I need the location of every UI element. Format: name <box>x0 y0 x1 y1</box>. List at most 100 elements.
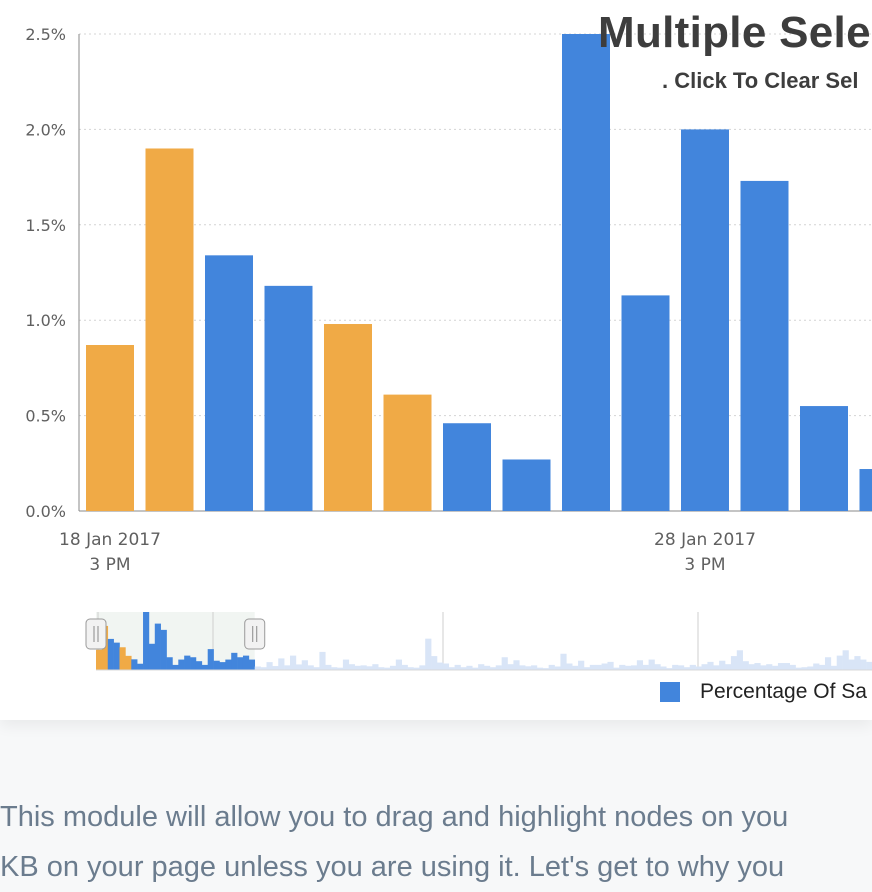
navigator-bar <box>819 665 825 670</box>
y-tick-label: 0.0% <box>25 502 66 521</box>
legend-label: Percentage Of Sa <box>700 680 867 704</box>
navigator-bar <box>754 663 760 670</box>
navigator-bar <box>208 649 214 670</box>
navigator-bar <box>131 659 137 670</box>
navigator-bar <box>672 665 678 670</box>
navigator-bar <box>831 666 837 670</box>
bar <box>741 181 789 511</box>
x-tick-label: 3 PM <box>684 555 725 575</box>
navigator-bar <box>560 654 566 670</box>
description: This module will allow you to drag and h… <box>0 792 872 892</box>
y-tick-label: 0.5% <box>25 407 66 426</box>
navigator-handle-right[interactable] <box>245 619 265 649</box>
navigator-bar <box>713 665 719 670</box>
navigator-bar <box>431 656 437 670</box>
navigator-bar <box>719 661 725 670</box>
navigator-bar <box>555 667 561 670</box>
bar <box>443 423 491 511</box>
navigator-bar <box>202 665 208 670</box>
navigator-bar <box>372 664 378 670</box>
navigator-bar <box>508 664 514 670</box>
navigator-bar <box>349 664 355 670</box>
legend-swatch <box>660 682 680 702</box>
navigator-bar <box>478 664 484 670</box>
bar <box>622 295 670 511</box>
navigator-handle-left[interactable] <box>86 619 106 649</box>
navigator-bar <box>619 665 625 670</box>
navigator-bar <box>525 666 531 670</box>
navigator-bar <box>743 661 749 670</box>
navigator-bar <box>519 665 525 670</box>
navigator-bar <box>172 665 178 670</box>
navigator-bar <box>402 665 408 670</box>
navigator-bar <box>866 662 872 670</box>
handle-body <box>86 619 106 649</box>
navigator-bar <box>707 662 713 670</box>
handle-body <box>245 619 265 649</box>
navigator-bar <box>225 660 231 670</box>
navigator-bar <box>455 665 461 670</box>
navigator-bar <box>678 665 684 670</box>
y-tick-label: 2.5% <box>25 25 66 44</box>
navigator-bar <box>572 666 578 670</box>
navigator-bar <box>760 665 766 670</box>
navigator-bar <box>343 660 349 670</box>
navigator-bar <box>390 666 396 670</box>
navigator-bar <box>437 663 443 670</box>
navigator-bar <box>308 665 314 670</box>
navigator-bar <box>155 624 161 670</box>
navigator-bar <box>731 656 737 670</box>
navigator-bar <box>361 665 367 670</box>
legend[interactable]: Percentage Of Sa <box>660 680 867 704</box>
navigator-bar <box>854 656 860 670</box>
navigator-bar <box>848 660 854 670</box>
bar <box>324 324 372 511</box>
navigator-bar <box>784 663 790 670</box>
navigator-bar <box>190 657 196 670</box>
navigator-bar <box>325 665 331 670</box>
bar <box>384 395 432 511</box>
description-line-2: KB on your page unless you are using it.… <box>0 842 872 892</box>
navigator-bar <box>108 639 114 670</box>
navigator[interactable] <box>86 612 872 670</box>
navigator-bar <box>566 664 572 670</box>
navigator-bar <box>425 639 431 670</box>
navigator-bar <box>843 650 849 670</box>
chart-subtitle[interactable]: . Click To Clear Sel <box>662 68 858 94</box>
navigator-bar <box>502 657 508 670</box>
navigator-bar <box>137 664 143 670</box>
y-tick-label: 1.5% <box>25 216 66 235</box>
navigator-bar <box>496 665 502 670</box>
bar <box>86 345 134 511</box>
navigator-bar <box>290 656 296 670</box>
navigator-bar <box>167 657 173 670</box>
navigator-bar <box>749 664 755 670</box>
navigator-bar <box>419 665 425 670</box>
bar <box>205 255 253 511</box>
description-line-1: This module will allow you to drag and h… <box>0 792 872 842</box>
x-tick-label: 3 PM <box>89 555 130 575</box>
navigator-bar <box>484 666 490 670</box>
x-tick-label: 28 Jan 2017 <box>654 530 756 550</box>
navigator-bar <box>637 660 643 670</box>
y-tick-label: 2.0% <box>25 120 66 139</box>
navigator-bar <box>860 660 866 670</box>
x-tick-label: 18 Jan 2017 <box>59 530 161 550</box>
navigator-bar <box>255 667 261 670</box>
navigator-bar <box>149 644 155 670</box>
navigator-bar <box>696 667 702 670</box>
bar <box>681 129 729 511</box>
navigator-bar <box>219 662 225 670</box>
navigator-bar <box>837 656 843 670</box>
navigator-bar <box>266 662 272 670</box>
bar-layer <box>86 34 872 511</box>
chart-svg[interactable]: 0.0% 0.5% 1.0% 1.5% 2.0% 2.5% 18 Jan 2017 3 PM 2… <box>0 0 872 720</box>
navigator-bar <box>590 665 596 670</box>
navigator-bar <box>513 660 519 670</box>
navigator-bar <box>549 665 555 670</box>
navigator-bar <box>96 650 102 670</box>
navigator-bar <box>602 664 608 670</box>
y-tick-label: 1.0% <box>25 311 66 330</box>
navigator-bar <box>654 664 660 670</box>
bar <box>503 459 551 511</box>
